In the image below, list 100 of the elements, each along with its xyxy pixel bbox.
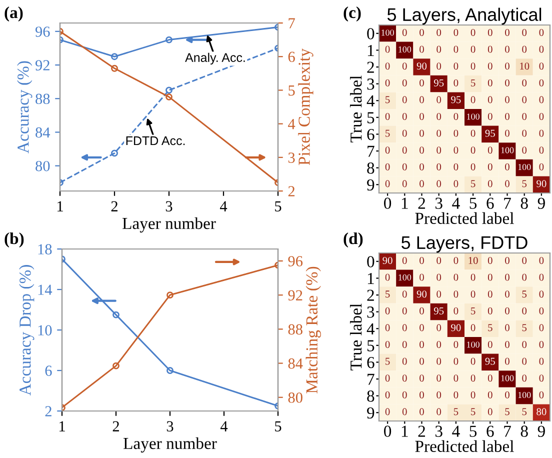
y-tick-label: 0 — [367, 28, 374, 40]
data-label: 0 — [402, 163, 407, 170]
x-tick-label: 8 — [520, 426, 528, 437]
y-tick-label: 80 — [36, 160, 50, 172]
data-label: 0 — [539, 62, 544, 70]
data-label: 0 — [420, 96, 424, 104]
data-label: 0 — [402, 324, 407, 332]
y-tick-label: 2 — [367, 62, 374, 73]
y-tick-label: 3 — [367, 78, 374, 90]
x-tick-label: 6 — [486, 426, 494, 437]
data-label: 90 — [451, 324, 461, 332]
data-label: 5 — [522, 290, 527, 298]
data-label: 95 — [485, 130, 495, 137]
data-label: 0 — [454, 46, 458, 53]
data-label: 0 — [436, 290, 442, 298]
data-label: 0 — [539, 391, 544, 398]
data-label: 10 — [520, 62, 530, 70]
y-tick-label: 18 — [38, 244, 52, 254]
data-label: 0 — [539, 163, 544, 170]
x-tick-label: 5 — [275, 421, 282, 432]
y-tick-label: 4 — [366, 323, 375, 334]
x-axis-title: Layer number — [122, 217, 216, 233]
data-label: 0 — [505, 130, 510, 137]
y-tick-label: 0 — [367, 256, 374, 268]
data-label: 0 — [505, 391, 510, 398]
data-label: 0 — [454, 112, 458, 120]
data-label: 100 — [518, 164, 531, 170]
data-label: 5 — [386, 358, 390, 365]
data-label: 0 — [420, 180, 424, 188]
data-label: 0 — [505, 340, 510, 348]
data-label: 0 — [505, 180, 510, 188]
data-label: 0 — [402, 340, 407, 348]
data-label: 0 — [454, 62, 458, 70]
data-label: 0 — [488, 274, 492, 281]
x-tick-label: 3 — [435, 426, 442, 437]
data-label: 0 — [385, 340, 390, 348]
y2-tick-label: 2 — [288, 186, 295, 196]
data-label: 100 — [518, 392, 531, 398]
data-label: 0 — [539, 307, 544, 314]
data-label: 0 — [402, 307, 407, 314]
data-label: 0 — [454, 163, 458, 170]
data-label: 0 — [488, 408, 492, 416]
data-label: 0 — [385, 46, 390, 53]
data-label: 0 — [539, 358, 544, 365]
data-label: 0 — [522, 358, 527, 365]
data-label: 0 — [420, 146, 424, 154]
data-label: 0 — [420, 256, 424, 264]
data-label: 0 — [385, 408, 390, 416]
data-label: 0 — [436, 28, 442, 36]
x-tick-label: 2 — [112, 421, 119, 432]
data-label: 0 — [470, 274, 476, 281]
data-label: 0 — [539, 290, 544, 298]
y-tick-label: 6 — [367, 356, 374, 368]
y2-tick-label: 88 — [288, 324, 302, 335]
data-label: 0 — [454, 307, 458, 314]
data-label: 80 — [536, 408, 546, 416]
data-label: 0 — [436, 46, 442, 53]
y2-tick-label: 3 — [288, 152, 295, 163]
x-tick-label: 5 — [275, 201, 282, 212]
x-tick-label: 4 — [220, 421, 228, 432]
x-tick-label: 4 — [452, 426, 460, 437]
data-label: 0 — [539, 130, 544, 137]
data-label: 0 — [420, 340, 424, 348]
data-label: 5 — [386, 290, 390, 298]
data-label: 0 — [488, 96, 492, 104]
data-label: 0 — [488, 307, 492, 314]
x-tick-label: 2 — [418, 198, 425, 209]
data-label: 90 — [536, 180, 546, 188]
data-label: 0 — [454, 180, 458, 188]
data-label: 0 — [539, 340, 544, 348]
y-tick-label: 14 — [38, 284, 52, 295]
data-label: 0 — [539, 112, 544, 120]
data-label: 0 — [488, 290, 492, 298]
y2-tick-label: 92 — [288, 290, 302, 300]
x-tick-label: 3 — [166, 421, 174, 432]
data-label: 0 — [470, 46, 476, 53]
data-label: 100 — [467, 114, 480, 120]
data-label: 90 — [382, 256, 392, 264]
data-label: 0 — [402, 79, 407, 86]
y-tick-label: 4 — [366, 95, 375, 106]
x-tick-label: 7 — [504, 426, 511, 437]
data-label: 0 — [488, 340, 492, 348]
data-label: 5 — [471, 307, 476, 314]
data-label: 0 — [539, 79, 544, 86]
data-label: 0 — [522, 274, 527, 281]
data-label: 0 — [505, 112, 510, 120]
data-label: 0 — [385, 180, 390, 188]
x-tick-label: 2 — [418, 426, 425, 437]
x-tick-label: 9 — [538, 198, 545, 209]
data-label: 0 — [402, 62, 407, 70]
data-label: 0 — [488, 374, 492, 382]
x-tick-label: 4 — [220, 201, 228, 212]
data-label: 5 — [386, 96, 390, 104]
data-label: 0 — [454, 340, 458, 348]
data-label: 0 — [402, 130, 407, 137]
y2-axis-title: Pixel Complexity — [298, 48, 314, 166]
data-label: 0 — [522, 256, 527, 264]
data-label: 0 — [436, 96, 442, 104]
y-axis-title: Accuracy (%) — [17, 61, 32, 154]
x-axis-title: Predicted label — [415, 440, 514, 452]
